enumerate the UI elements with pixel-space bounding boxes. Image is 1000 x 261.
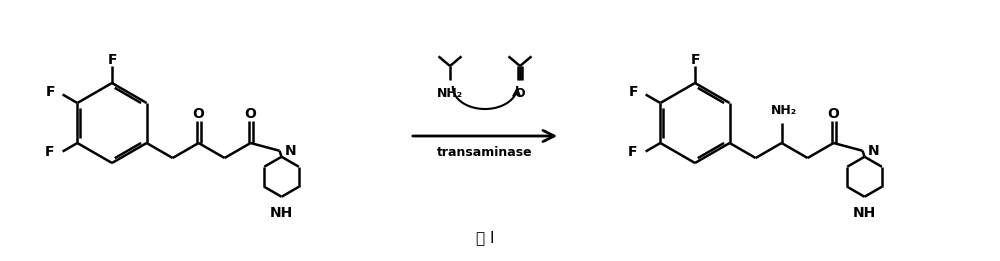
Text: F: F — [629, 85, 638, 99]
Text: N: N — [868, 144, 879, 158]
Text: F: F — [627, 145, 637, 159]
Text: F: F — [44, 145, 54, 159]
Text: F: F — [46, 85, 55, 99]
Text: F: F — [107, 53, 117, 67]
Text: O: O — [193, 107, 205, 121]
Text: O: O — [245, 107, 257, 121]
Text: O: O — [828, 107, 840, 121]
Text: NH₂: NH₂ — [437, 87, 463, 100]
Text: NH: NH — [853, 206, 876, 220]
Text: N: N — [285, 144, 296, 158]
Text: NH₂: NH₂ — [771, 104, 797, 117]
Text: transaminase: transaminase — [437, 145, 533, 158]
Text: 式 I: 式 I — [476, 230, 494, 245]
Text: NH: NH — [270, 206, 293, 220]
Text: O: O — [515, 87, 525, 100]
Text: F: F — [690, 53, 700, 67]
